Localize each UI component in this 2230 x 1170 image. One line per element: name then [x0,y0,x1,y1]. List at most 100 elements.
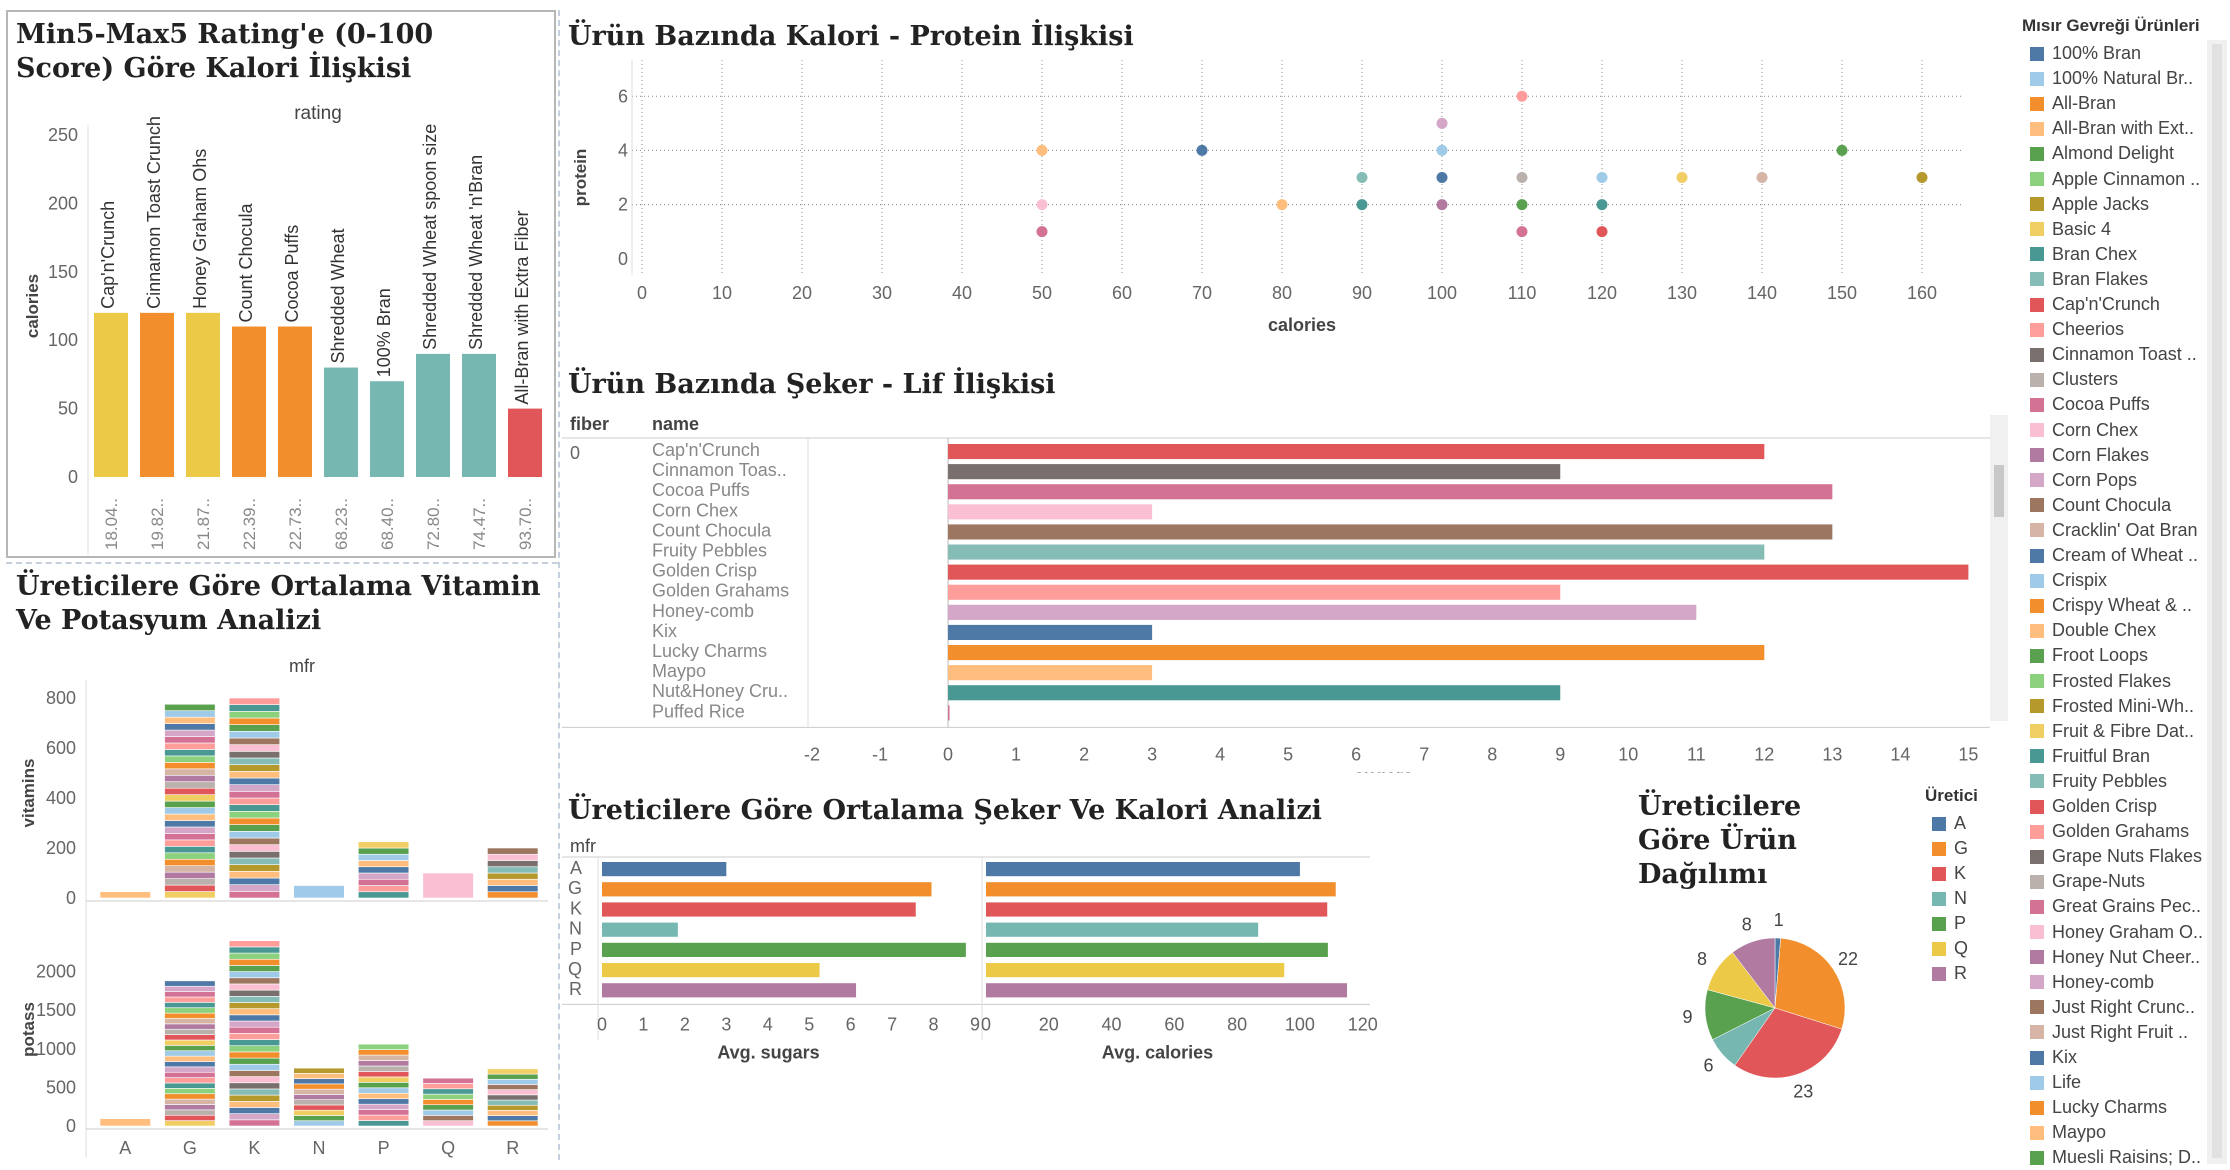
mfr-legend-title: Üretici [1925,786,1978,805]
product-legend-item[interactable]: Golden Crisp [2030,796,2157,817]
product-legend-item[interactable]: Bran Chex [2030,244,2137,265]
product-legend-item[interactable]: Frosted Flakes [2030,671,2171,692]
stack-segment [164,800,216,808]
product-legend-item[interactable]: Fruit & Fibre Dat.. [2030,721,2194,742]
product-legend-item[interactable]: Grape Nuts Flakes [2030,846,2202,867]
product-legend-item[interactable]: Fruity Pebbles [2030,771,2167,792]
product-legend-item[interactable]: Frosted Mini-Wh.. [2030,696,2194,717]
product-legend-item[interactable]: Lucky Charms [2030,1097,2167,1118]
product-legend-item[interactable]: Great Grains Pec.. [2030,896,2201,917]
product-legend-item[interactable]: Maypo [2030,1122,2106,1143]
x-tick-label: 12 [1754,744,1774,764]
legend-swatch [2030,749,2044,764]
product-legend-scrollbar-thumb[interactable] [2212,44,2222,1158]
product-legend-item[interactable]: Clusters [2030,369,2118,390]
bar [602,902,916,917]
product-legend-item[interactable]: Double Chex [2030,620,2156,641]
product-legend-item[interactable]: Just Right Fruit .. [2030,1022,2188,1043]
stack-segment [357,1114,410,1121]
y-tick-label: 0 [68,467,78,487]
mfr-legend-item[interactable]: K [1932,863,1966,884]
product-legend-item[interactable]: Honey Graham O.. [2030,922,2203,943]
stack-segment [228,1100,281,1108]
product-legend-item[interactable]: Apple Cinnamon .. [2030,169,2200,190]
product-legend-item[interactable]: Grape-Nuts [2030,871,2145,892]
product-legend-item[interactable]: Muesli Raisins; D.. [2030,1147,2201,1168]
x-tick-label: 60 [1112,283,1132,303]
mfr-legend-item[interactable]: Q [1932,938,1968,959]
legend-label: Basic 4 [2052,218,2112,239]
mfr-legend-item[interactable]: N [1932,888,1967,909]
product-legend-item[interactable]: Cracklin' Oat Bran [2030,520,2198,541]
stack-segment [228,877,281,885]
legend-label: Corn Chex [2052,419,2139,440]
product-legend-item[interactable]: Cinnamon Toast .. [2030,344,2197,365]
rating-label: 19.82.. [148,498,167,550]
stack-segment [228,1033,281,1040]
x-tick-label: 30 [872,283,892,303]
product-legend-item[interactable]: Count Chocula [2030,495,2171,516]
product-legend-item[interactable]: Honey Nut Cheer.. [2030,947,2200,968]
product-legend-item[interactable]: Cocoa Puffs [2030,394,2150,415]
stack-segment [357,853,410,861]
product-legend-item[interactable]: Cap'n'Crunch [2030,294,2160,315]
legend-swatch [2030,322,2044,337]
x-tick-label: R [506,1138,519,1158]
product-legend-item[interactable]: Honey-comb [2030,972,2154,993]
legend-label: Apple Cinnamon .. [2052,168,2201,189]
product-legend-item[interactable]: 100% Natural Br.. [2030,68,2193,89]
product-legend-item[interactable]: Basic 4 [2030,219,2111,240]
product-legend-item[interactable]: Life [2030,1072,2081,1093]
product-legend-item[interactable]: All-Bran with Ext.. [2030,118,2194,139]
legend-label: Grape-Nuts [2052,871,2146,892]
row-label: Lucky Charms [652,641,767,661]
product-legend-item[interactable]: Crispix [2030,570,2107,591]
stack-segment [422,1099,474,1106]
product-legend-item[interactable]: 100% Bran [2030,43,2141,64]
product-legend-item[interactable]: Crispy Wheat & .. [2030,595,2192,616]
product-legend-item[interactable]: Apple Jacks [2030,194,2149,215]
legend-label: Muesli Raisins; D.. [2052,1147,2202,1168]
stack-segment [357,1087,410,1094]
mfr-legend-item[interactable]: P [1932,913,1966,934]
product-legend-item[interactable]: Corn Chex [2030,420,2138,441]
product-legend-item[interactable]: Cream of Wheat .. [2030,545,2198,566]
product-legend-item[interactable]: All-Bran [2030,93,2116,114]
product-legend-item[interactable]: Just Right Crunc.. [2030,997,2195,1018]
sugar-fiber-scrollbar-thumb[interactable] [1994,465,2004,517]
mfr-legend-item[interactable]: A [1932,813,1966,834]
x-tick-label: 0 [981,1014,991,1034]
stack-segment [293,1104,345,1111]
stack-segment [293,1094,345,1100]
product-legend-item[interactable]: Froot Loops [2030,645,2148,666]
product-legend-item[interactable]: Golden Grahams [2030,821,2189,842]
stack-segment [228,824,281,832]
legend-label: Honey Nut Cheer.. [2052,946,2201,967]
product-legend-item[interactable]: Kix [2030,1047,2077,1068]
product-legend-scrollbar[interactable] [2207,40,2227,1164]
panel-divider-vertical [558,10,560,1160]
rating-label: 93.70.. [516,498,535,550]
mfr-legend-item[interactable]: G [1932,838,1968,859]
bar [948,705,950,721]
stack-segment [293,1067,345,1074]
legend-swatch [1932,841,1946,856]
vitamin-potassium-bar-chart: mfr 0 200 400 600 800 vitamins 0 500 1000 1500 2000… [19,656,548,1158]
mfr-legend-item[interactable]: R [1932,963,1967,984]
product-legend-item[interactable]: Cheerios [2030,319,2124,340]
product-legend-item[interactable]: Corn Pops [2030,470,2137,491]
product-legend-item[interactable]: Fruitful Bran [2030,746,2150,767]
stack-segment [228,1082,281,1090]
y-tick-label: 1500 [36,1000,76,1020]
sugar-fiber-scrollbar[interactable] [1990,415,2008,721]
stack-segment [357,841,410,849]
product-legend-item[interactable]: Almond Delight [2030,143,2174,164]
product-legend-item[interactable]: Bran Flakes [2030,269,2148,290]
bar [186,312,220,477]
legend-swatch [2030,1050,2044,1065]
bar [948,464,1561,480]
x-axis-title: Avg. calories [1102,1042,1213,1062]
stack-segment [164,884,216,892]
product-legend-item[interactable]: Corn Flakes [2030,445,2149,466]
bar-category-label: Cinnamon Toast Crunch [144,116,164,309]
